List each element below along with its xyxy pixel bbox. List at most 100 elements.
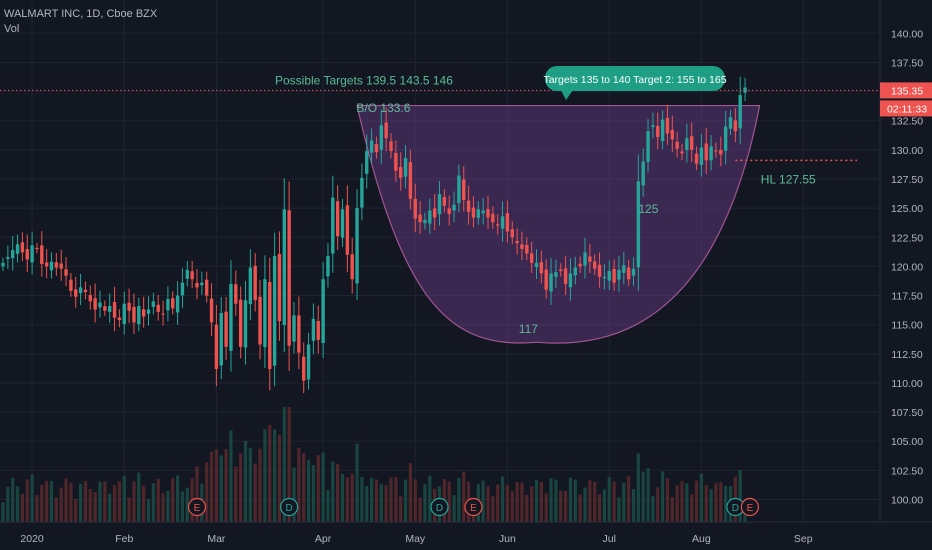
volume-bar bbox=[340, 473, 345, 522]
volume-bar bbox=[738, 469, 742, 522]
candle-body bbox=[369, 140, 374, 153]
candle-body bbox=[161, 313, 165, 315]
volume-bar bbox=[447, 481, 451, 522]
candle-body bbox=[588, 256, 592, 262]
countdown-tag bbox=[880, 100, 932, 117]
candle-body bbox=[88, 295, 92, 302]
candle-body bbox=[195, 282, 199, 288]
volume-bar bbox=[379, 484, 383, 522]
volume-bar bbox=[699, 473, 703, 522]
volume-bar bbox=[355, 443, 359, 522]
candle-body bbox=[723, 126, 728, 151]
candle-body bbox=[190, 271, 194, 280]
candle-body bbox=[709, 146, 713, 161]
volume-bar bbox=[30, 474, 34, 522]
breakout-label: B/O 133.6 bbox=[356, 101, 410, 115]
volume-bar bbox=[297, 447, 301, 522]
candle-body bbox=[141, 309, 146, 317]
symbol-title[interactable]: WALMART INC, 1D, Cboe BZX bbox=[4, 8, 158, 20]
candle-body bbox=[248, 267, 253, 305]
candle-body bbox=[292, 315, 296, 342]
volume-bar bbox=[11, 478, 15, 522]
candle-body bbox=[321, 279, 325, 344]
time-tick-label: May bbox=[405, 533, 426, 545]
volume-bar bbox=[578, 494, 582, 522]
volume-bar bbox=[345, 477, 349, 522]
volume-bar bbox=[35, 495, 39, 522]
volume-bar bbox=[602, 489, 606, 522]
volume-bar bbox=[403, 479, 408, 522]
candle-body bbox=[675, 141, 679, 149]
candle-body bbox=[481, 210, 485, 214]
candle-body bbox=[622, 265, 626, 273]
candle-body bbox=[112, 302, 117, 318]
candle-body bbox=[660, 119, 665, 141]
candle-body bbox=[626, 267, 631, 280]
volume-label[interactable]: Vol bbox=[4, 23, 20, 35]
volume-bar bbox=[646, 467, 650, 522]
volume-bar bbox=[302, 452, 306, 522]
price-tick-label: 100.00 bbox=[891, 495, 923, 507]
volume-bar bbox=[360, 477, 364, 522]
candle-body bbox=[500, 216, 505, 229]
candle-body bbox=[360, 177, 364, 208]
volume-bar bbox=[15, 486, 20, 522]
volume-bar bbox=[631, 488, 636, 522]
volume-bar bbox=[127, 497, 131, 522]
candle-body bbox=[544, 269, 548, 290]
volume-bar bbox=[670, 497, 674, 522]
candle-body bbox=[394, 153, 398, 171]
volume-bar bbox=[622, 482, 626, 522]
candle-body bbox=[180, 282, 185, 296]
handle-level-label: 125 bbox=[638, 202, 658, 216]
volume-bar bbox=[239, 453, 243, 522]
volume-bar bbox=[292, 467, 296, 522]
candle-body bbox=[277, 254, 282, 322]
volume-bar bbox=[374, 479, 379, 522]
volume-bar bbox=[195, 466, 199, 522]
candle-body bbox=[408, 162, 413, 199]
dividend-event-icon bbox=[280, 497, 299, 517]
volume-bar bbox=[112, 485, 117, 522]
candle-body bbox=[340, 209, 345, 238]
volume-bar bbox=[287, 407, 291, 522]
volume-bar bbox=[394, 477, 398, 522]
volume-bar bbox=[122, 475, 126, 522]
earnings-event-icon bbox=[740, 497, 760, 517]
price-tick-label: 127.50 bbox=[891, 174, 923, 186]
candle-body bbox=[127, 302, 131, 311]
price-tick-label: 112.50 bbox=[891, 349, 922, 361]
volume-bar bbox=[132, 481, 136, 522]
volume-bar bbox=[69, 482, 73, 522]
price-tick-label: 107.50 bbox=[891, 407, 923, 419]
volume-bar bbox=[661, 471, 665, 522]
volume-bar bbox=[685, 483, 689, 522]
candle-body bbox=[20, 242, 25, 253]
volume-bar bbox=[185, 487, 189, 522]
volume-bar bbox=[350, 473, 354, 522]
volume-bar bbox=[180, 491, 185, 522]
candle-body bbox=[6, 257, 10, 259]
candle-body bbox=[539, 262, 544, 274]
targets-callout: Targets 135 to 140 Target 2: 155 to 165 bbox=[543, 66, 727, 100]
candle-body bbox=[243, 300, 248, 348]
time-tick-label: Jun bbox=[499, 533, 516, 545]
candle-body bbox=[690, 136, 694, 150]
candle-body bbox=[563, 268, 568, 284]
volume-bar bbox=[370, 477, 374, 522]
candle-body bbox=[214, 324, 219, 369]
volume-bar bbox=[462, 471, 466, 522]
candle-body bbox=[219, 313, 223, 366]
volume-bar bbox=[40, 484, 44, 522]
volume-bar bbox=[719, 481, 723, 522]
candle-body bbox=[651, 125, 655, 128]
volume-bar bbox=[142, 485, 146, 522]
candle-body bbox=[365, 151, 369, 174]
candle-body bbox=[44, 262, 49, 267]
candle-body bbox=[568, 273, 573, 288]
candle-body bbox=[379, 125, 383, 150]
candle-body bbox=[11, 250, 15, 259]
volume-bar bbox=[20, 493, 24, 522]
volume-bar bbox=[549, 478, 553, 522]
